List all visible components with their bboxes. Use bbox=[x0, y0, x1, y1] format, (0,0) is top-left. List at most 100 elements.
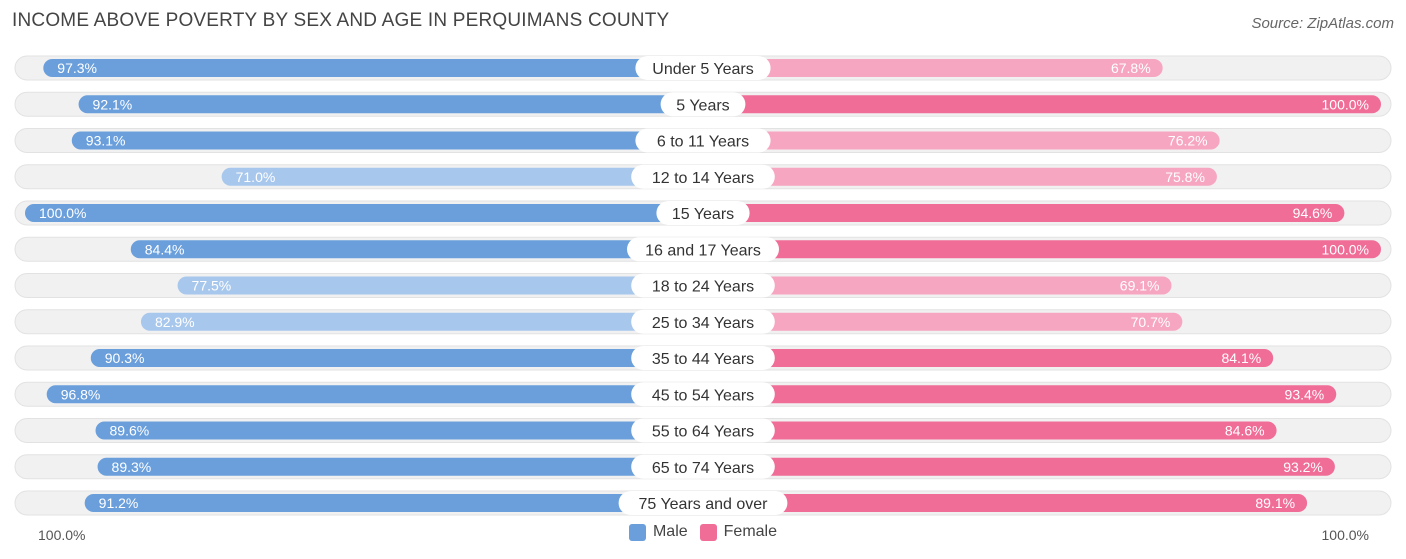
male-bar bbox=[95, 421, 703, 440]
chart-row: 93.1% 76.2% 6 to 11 Years bbox=[14, 128, 1392, 153]
male-swatch bbox=[628, 523, 646, 541]
female-value-label: 84.6% bbox=[1225, 423, 1265, 439]
female-value-label: 67.8% bbox=[1111, 60, 1151, 76]
male-value-label: 92.1% bbox=[93, 96, 133, 112]
category-pill bbox=[631, 273, 775, 298]
female-bar bbox=[703, 421, 1277, 440]
female-bar bbox=[703, 312, 1183, 331]
male-bar bbox=[140, 312, 704, 331]
chart-row: 84.4% 100.0% 16 and 17 Years bbox=[14, 236, 1392, 262]
male-value-label: 77.5% bbox=[192, 278, 232, 294]
category-pill bbox=[631, 382, 775, 407]
male-bar bbox=[43, 59, 703, 77]
category-label: 6 to 11 Years bbox=[657, 134, 749, 151]
female-value-label: 75.8% bbox=[1165, 169, 1205, 185]
category-pill bbox=[627, 237, 779, 262]
female-bar bbox=[703, 131, 1220, 150]
female-bar bbox=[703, 457, 1335, 476]
female-value-label: 100.0% bbox=[1322, 241, 1369, 257]
legend-male-label: Male bbox=[652, 523, 688, 540]
female-bar bbox=[703, 240, 1381, 259]
female-bar bbox=[703, 59, 1163, 77]
female-value-label: 84.1% bbox=[1221, 350, 1261, 366]
legend-female-label: Female bbox=[723, 523, 778, 540]
category-label: 75 Years and over bbox=[639, 496, 769, 513]
category-label: Under 5 Years bbox=[652, 61, 753, 78]
female-value-label: 94.6% bbox=[1293, 205, 1333, 221]
male-value-label: 96.8% bbox=[61, 386, 101, 402]
chart-row: 90.3% 84.1% 35 to 44 Years bbox=[14, 345, 1392, 371]
axis-left-label: 100.0% bbox=[38, 527, 86, 543]
bar-chart: 97.3% 67.8% Under 5 Years 92.1% 100.0% 5 Year… bbox=[14, 55, 1392, 516]
category-label: 12 to 14 Years bbox=[652, 170, 754, 187]
female-bar bbox=[703, 204, 1345, 222]
male-bar bbox=[84, 494, 703, 512]
male-bar bbox=[90, 349, 704, 367]
category-pill bbox=[635, 56, 771, 80]
male-value-label: 84.4% bbox=[145, 241, 185, 257]
category-pill bbox=[631, 346, 775, 370]
male-bar bbox=[25, 204, 703, 222]
chart-row: 71.0% 75.8% 12 to 14 Years bbox=[14, 164, 1392, 190]
female-value-label: 70.7% bbox=[1131, 314, 1171, 330]
category-label: 55 to 64 Years bbox=[652, 424, 754, 441]
category-label: 5 Years bbox=[676, 97, 729, 114]
category-label: 16 and 17 Years bbox=[645, 242, 761, 259]
category-pill bbox=[631, 418, 775, 443]
female-value-label: 100.0% bbox=[1322, 96, 1369, 112]
male-value-label: 89.6% bbox=[110, 423, 150, 439]
male-value-label: 93.1% bbox=[86, 133, 126, 149]
category-pill bbox=[631, 454, 775, 479]
category-label: 35 to 44 Years bbox=[652, 351, 754, 368]
female-value-label: 69.1% bbox=[1120, 278, 1160, 294]
male-bar bbox=[130, 240, 703, 259]
chart-row: 89.3% 93.2% 65 to 74 Years bbox=[14, 454, 1392, 480]
category-pill bbox=[631, 164, 775, 189]
female-bar bbox=[703, 95, 1381, 114]
category-label: 25 to 34 Years bbox=[652, 315, 754, 332]
male-value-label: 97.3% bbox=[57, 60, 97, 76]
male-bar bbox=[177, 276, 704, 295]
male-bar bbox=[221, 167, 703, 186]
source-label: Source: ZipAtlas.com bbox=[1251, 15, 1394, 32]
female-value-label: 93.4% bbox=[1285, 386, 1325, 402]
male-value-label: 90.3% bbox=[105, 350, 145, 366]
legend-item-male: Male bbox=[628, 523, 688, 541]
legend-item-female: Female bbox=[699, 523, 778, 541]
chart-row: 82.9% 70.7% 25 to 34 Years bbox=[14, 309, 1392, 335]
female-swatch bbox=[699, 523, 717, 541]
category-pill bbox=[656, 201, 750, 225]
chart-row: 97.3% 67.8% Under 5 Years bbox=[14, 55, 1392, 81]
male-value-label: 91.2% bbox=[99, 495, 139, 511]
male-bar bbox=[78, 95, 703, 114]
male-value-label: 89.3% bbox=[112, 459, 152, 475]
chart-row: 89.6% 84.6% 55 to 64 Years bbox=[14, 418, 1392, 443]
female-value-label: 93.2% bbox=[1283, 459, 1323, 475]
category-pill bbox=[660, 92, 746, 117]
male-value-label: 82.9% bbox=[155, 314, 195, 330]
male-bar bbox=[46, 385, 704, 404]
chart-row: 96.8% 93.4% 45 to 54 Years bbox=[14, 381, 1392, 407]
chart-row: 91.2% 89.1% 75 Years and over bbox=[14, 490, 1392, 516]
female-bar bbox=[703, 494, 1308, 512]
chart-title: INCOME ABOVE POVERTY BY SEX AND AGE IN P… bbox=[12, 10, 670, 31]
chart-row: 100.0% 94.6% 15 Years bbox=[14, 200, 1392, 226]
category-pill bbox=[618, 491, 788, 515]
female-bar bbox=[703, 349, 1274, 367]
male-bar bbox=[97, 457, 703, 476]
category-label: 18 to 24 Years bbox=[652, 279, 754, 296]
female-bar bbox=[703, 276, 1172, 295]
category-label: 45 to 54 Years bbox=[652, 387, 754, 404]
axis-right-label: 100.0% bbox=[1321, 527, 1369, 543]
female-value-label: 76.2% bbox=[1168, 133, 1208, 149]
female-bar bbox=[703, 167, 1217, 186]
female-value-label: 89.1% bbox=[1255, 495, 1295, 511]
male-bar bbox=[71, 131, 704, 150]
category-pill bbox=[635, 128, 771, 153]
legend: Male Female bbox=[0, 523, 1406, 541]
category-label: 15 Years bbox=[672, 206, 734, 223]
male-value-label: 71.0% bbox=[236, 169, 276, 185]
male-value-label: 100.0% bbox=[39, 205, 86, 221]
category-pill bbox=[631, 309, 775, 334]
female-bar bbox=[703, 385, 1337, 404]
